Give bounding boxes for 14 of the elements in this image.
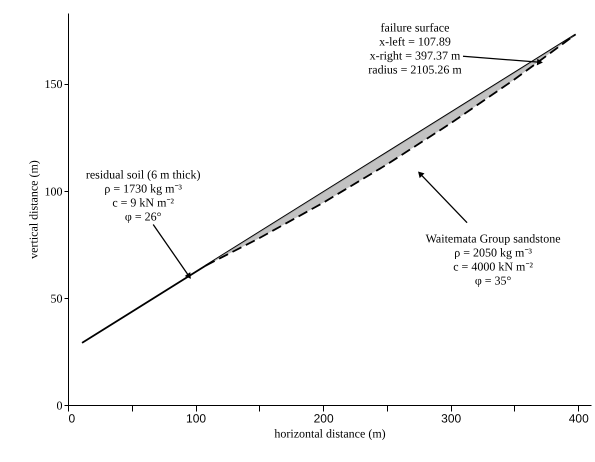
y-tick-label: 0 bbox=[56, 398, 62, 412]
annotation: residual soil (6 m thick) ρ = 1730 kg m⁻³ c = 9 kN m⁻² φ = 26° bbox=[86, 167, 201, 224]
y-tick-label: 100 bbox=[44, 184, 62, 198]
y-axis-title: vertical distance (m) bbox=[26, 160, 40, 259]
x-tick-label: 100 bbox=[186, 412, 206, 426]
y-tick-label: 50 bbox=[50, 291, 62, 306]
x-tick-label: 200 bbox=[314, 412, 334, 426]
x-tick-label: 0 bbox=[68, 412, 76, 426]
annotation: failure surface x-left = 107.89 x-right = 397.37 m radius = 2105.26 m bbox=[368, 20, 462, 76]
x-tick-label: 400 bbox=[568, 412, 590, 426]
x-axis-title: horizontal distance (m) bbox=[274, 426, 386, 440]
x-tick-label: 300 bbox=[441, 412, 462, 426]
y-tick-label: 150 bbox=[44, 77, 62, 92]
annotation: Waitemata Group sandstone ρ = 2050 kg m⁻³ c = 4000 kN m⁻² φ = 35° bbox=[426, 232, 561, 288]
